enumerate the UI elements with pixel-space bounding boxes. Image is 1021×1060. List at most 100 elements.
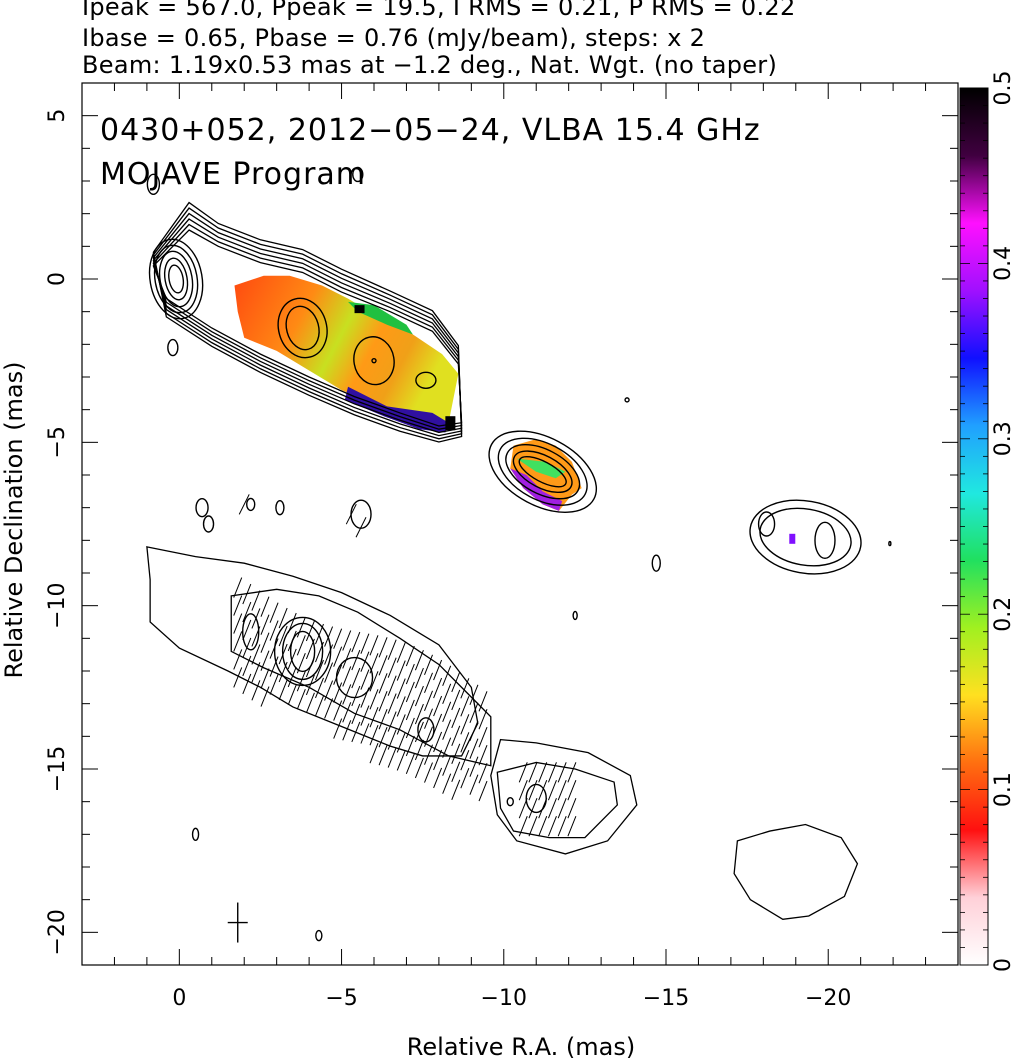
evpa-vector	[567, 780, 577, 801]
evpa-vector	[305, 638, 315, 660]
evpa-vector	[269, 674, 279, 695]
evpa-vector	[478, 709, 488, 730]
evpa-vector	[296, 635, 306, 656]
x-tick-label: −15	[643, 986, 689, 1011]
evpa-vector	[287, 648, 297, 670]
east-contour-outer-2	[749, 499, 862, 575]
jet-edge-pixel-2	[354, 305, 365, 314]
evpa-vector	[387, 729, 397, 750]
evpa-vector	[451, 671, 461, 693]
evpa-vector	[360, 669, 370, 690]
evpa-vector	[538, 815, 548, 837]
evpa-vector	[460, 714, 470, 735]
y-tick-label: 0	[45, 272, 70, 286]
evpa-vector	[233, 613, 243, 634]
evpa-vector	[315, 677, 324, 699]
evpa-vector	[538, 762, 548, 783]
evpa-vector	[345, 503, 357, 525]
evpa-vector	[324, 644, 334, 665]
evpa-vector	[451, 707, 461, 729]
evpa-vector	[469, 774, 479, 795]
evpa-vector	[324, 662, 334, 683]
evpa-vector	[269, 602, 279, 623]
evpa-vector	[369, 725, 379, 746]
evpa-vector	[547, 762, 557, 783]
pol-knot-a-contour	[242, 613, 260, 651]
pol-south-contour-1	[496, 761, 619, 839]
x-tick-label: −5	[325, 986, 357, 1011]
evpa-vector	[433, 677, 443, 699]
evpa-vector	[233, 667, 243, 688]
evpa-vector	[442, 665, 452, 687]
jet-contour-5	[152, 201, 463, 443]
east-contour-a	[757, 511, 776, 537]
evpa-vector	[242, 601, 252, 623]
evpa-vector	[405, 753, 415, 775]
evpa-vector	[396, 750, 406, 771]
evpa-vector	[567, 762, 577, 783]
evpa-vector	[342, 684, 352, 705]
evpa-vector	[478, 691, 488, 712]
evpa-vector	[469, 738, 479, 759]
evpa-vector	[278, 607, 288, 629]
evpa-vector	[369, 653, 379, 674]
knot-d-contour	[415, 371, 437, 389]
evpa-vector	[296, 617, 306, 638]
evpa-vector	[342, 648, 352, 669]
evpa-vector	[296, 653, 306, 674]
evpa-vector	[360, 687, 370, 708]
evpa-vector	[287, 684, 297, 706]
evpa-vector	[538, 780, 548, 801]
x-axis-title: Relative R.A. (mas)	[407, 1033, 635, 1060]
noise-contour-10	[888, 540, 892, 547]
knot2-contour-3	[497, 437, 588, 506]
y-tick-label: 5	[45, 109, 70, 123]
evpa-vector	[478, 744, 488, 766]
evpa-vector	[414, 739, 424, 761]
evpa-vector	[351, 703, 361, 725]
plot-border	[81, 82, 959, 966]
evpa-vector	[278, 661, 288, 683]
evpa-vector	[260, 614, 270, 635]
evpa-vector	[396, 714, 406, 735]
core-contour-4	[148, 238, 204, 320]
evpa-vector	[333, 682, 343, 703]
evpa-vector	[442, 755, 452, 776]
core-contour-0	[168, 264, 185, 294]
evpa-vector	[269, 656, 279, 677]
evpa-vector	[278, 643, 288, 665]
pol-knot-d-contour	[417, 717, 435, 743]
evpa-vector	[396, 732, 406, 753]
evpa-vector	[405, 645, 415, 667]
evpa-vector	[351, 721, 361, 743]
evpa-vector	[518, 798, 528, 819]
evpa-vector	[414, 721, 424, 743]
evpa-vector	[278, 625, 288, 647]
evpa-vector	[378, 655, 388, 676]
header-peak-stats: Ipeak = 567.0, Ppeak = 19.5, I RMS = 0.2…	[82, 0, 796, 21]
evpa-vector	[451, 743, 461, 765]
evpa-vector	[518, 762, 528, 783]
evpa-vector	[478, 780, 488, 802]
evpa-vector	[242, 583, 252, 605]
evpa-vector	[557, 762, 567, 783]
evpa-vector	[369, 742, 379, 764]
evpa-vector	[424, 690, 433, 711]
x-tick-label: −10	[481, 986, 527, 1011]
evpa-vector	[387, 711, 397, 732]
program-annotation: MOJAVE Program	[100, 157, 366, 192]
evpa-vector	[378, 637, 388, 658]
colorbar-tick-label: 0.5	[991, 71, 1016, 106]
evpa-vector	[351, 667, 361, 689]
evpa-vector	[260, 632, 270, 653]
evpa-vector	[451, 779, 461, 800]
jet-contour-0	[152, 229, 463, 427]
evpa-vector	[567, 815, 577, 837]
evpa-vector	[442, 701, 452, 722]
jet-contour-4	[152, 207, 463, 440]
evpa-vector	[378, 726, 388, 748]
colorbar-tick-label: 0.3	[991, 421, 1016, 456]
noise-contour-1	[352, 166, 364, 183]
evpa-vector	[396, 660, 406, 681]
evpa-vector	[378, 709, 388, 730]
